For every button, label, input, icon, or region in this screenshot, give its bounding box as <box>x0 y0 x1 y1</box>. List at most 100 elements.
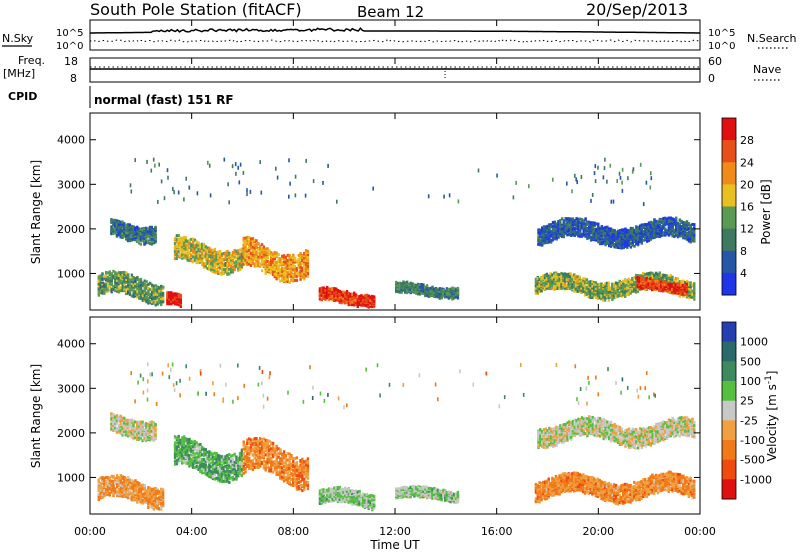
heatmap-cell <box>678 232 681 236</box>
heatmap-cell <box>262 249 266 253</box>
heatmap-cell <box>583 284 587 288</box>
heatmap-cell <box>235 252 238 255</box>
heatmap-cell <box>559 230 562 234</box>
heatmap-cell <box>536 282 539 286</box>
heatmap-cell <box>197 255 200 259</box>
heatmap-cell <box>542 276 545 280</box>
heatmap-cell <box>148 225 152 229</box>
heatmap-cell <box>119 276 123 280</box>
heatmap-cell <box>116 282 119 286</box>
heatmap-cell <box>620 281 623 285</box>
heatmap-cell <box>631 241 634 245</box>
heatmap-cell <box>244 261 247 264</box>
heatmap-cell <box>202 262 206 266</box>
heatmap-cell <box>395 280 398 284</box>
heatmap-cell <box>680 229 683 233</box>
heatmap-cell <box>188 255 191 259</box>
heatmap-cell <box>244 253 247 257</box>
heatmap-cell <box>682 234 685 238</box>
heatmap-cell <box>293 271 297 275</box>
heatmap-cell <box>545 272 549 276</box>
heatmap-cell <box>228 272 231 276</box>
heatmap-cell <box>179 238 182 242</box>
heatmap-cell <box>295 268 299 272</box>
heatmap-cell <box>654 272 658 276</box>
heatmap-cell <box>596 283 600 287</box>
heatmap-cell <box>202 265 206 269</box>
heatmap-cell <box>244 256 247 260</box>
heatmap-cell <box>588 230 591 234</box>
heatmap-cell <box>303 263 306 267</box>
heatmap-cell <box>273 260 277 264</box>
heatmap-cell <box>255 245 258 249</box>
heatmap-cell <box>226 257 229 261</box>
heatmap-cell <box>97 289 100 293</box>
heatmap-cell <box>689 224 692 227</box>
heatmap-cell <box>177 254 180 258</box>
heatmap-cell <box>637 241 640 245</box>
heatmap-cell <box>206 254 209 258</box>
heatmap-cell <box>363 302 367 306</box>
heatmap-cell <box>678 280 681 284</box>
heatmap-cell <box>152 293 156 297</box>
heatmap-cell <box>249 246 253 250</box>
heatmap-cell <box>537 238 540 242</box>
heatmap-cell <box>609 289 612 293</box>
heatmap-cell <box>121 271 124 274</box>
heatmap-cell <box>136 225 139 229</box>
heatmap-cell <box>638 228 642 232</box>
heatmap-cell <box>349 294 352 298</box>
heatmap-cell <box>132 295 135 299</box>
heatmap-cell <box>251 255 255 259</box>
heatmap-cell <box>568 221 571 225</box>
heatmap-cell <box>251 252 255 256</box>
heatmap-cell <box>583 281 587 285</box>
heatmap-cell <box>277 256 280 260</box>
heatmap-cell <box>367 300 370 304</box>
heatmap-cell <box>268 263 271 267</box>
heatmap-cell <box>539 228 542 232</box>
heatmap-cell <box>125 290 128 294</box>
heatmap-cell <box>647 272 650 275</box>
heatmap-cell <box>649 271 652 275</box>
heatmap-cell <box>624 242 627 246</box>
heatmap-cell <box>404 286 407 290</box>
heatmap-cell <box>271 270 275 274</box>
heatmap-cell <box>110 290 113 294</box>
heatmap-cell <box>279 260 282 264</box>
heatmap-cell <box>573 283 576 287</box>
heatmap-cell <box>306 266 310 270</box>
heatmap-cell <box>277 276 280 280</box>
heatmap-cell <box>299 252 302 256</box>
heatmap-cell <box>415 290 418 294</box>
heatmap-cell <box>685 225 689 229</box>
heatmap-cell <box>150 297 154 301</box>
heatmap-cell <box>667 222 671 226</box>
heatmap-cell <box>691 235 694 239</box>
heatmap-cell <box>293 267 297 271</box>
heatmap-cell <box>549 278 552 282</box>
heatmap-cell <box>342 298 345 302</box>
heatmap-cell <box>553 282 556 285</box>
heatmap-cell <box>664 275 667 279</box>
heatmap-cell <box>544 240 547 244</box>
heatmap-cell <box>620 238 624 242</box>
heatmap-cell <box>266 247 269 251</box>
heatmap-cell <box>633 236 636 240</box>
heatmap-cell <box>303 270 306 274</box>
heatmap-cell <box>622 279 625 283</box>
heatmap-cell <box>193 252 197 256</box>
heatmap-cell <box>246 252 249 256</box>
heatmap-cell <box>625 286 629 290</box>
heatmap-cell <box>638 287 641 291</box>
heatmap-cell <box>123 226 126 230</box>
heatmap-cell <box>114 224 117 228</box>
heatmap-cell <box>215 255 218 259</box>
heatmap-cell <box>173 246 177 250</box>
heatmap-cell <box>195 250 198 254</box>
heatmap-cell <box>304 274 308 278</box>
heatmap-cell <box>586 232 589 236</box>
heatmap-cell <box>633 228 636 232</box>
heatmap-cell <box>190 259 193 263</box>
heatmap-cell <box>536 289 539 292</box>
